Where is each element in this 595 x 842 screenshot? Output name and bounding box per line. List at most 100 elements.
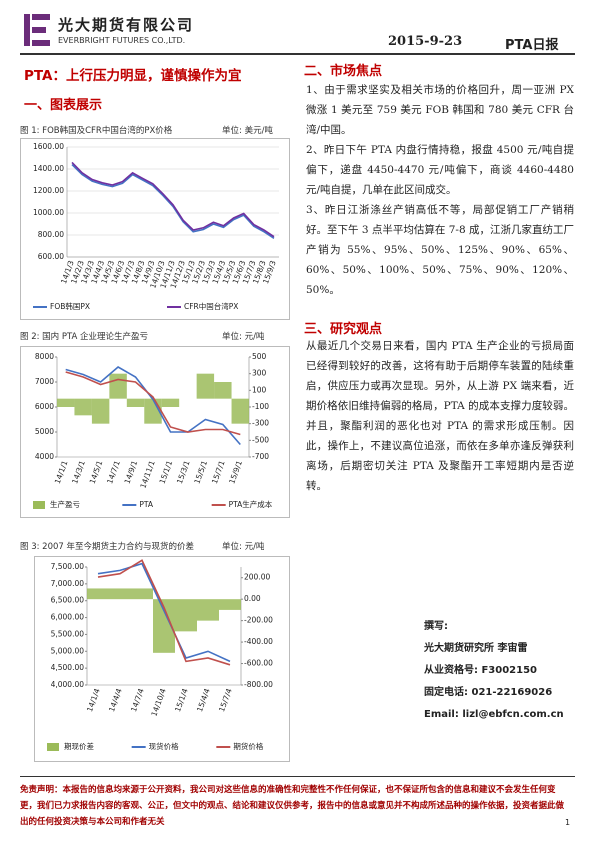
area-bar xyxy=(153,599,175,653)
company-cn: 光大期货有限公司 xyxy=(58,16,195,34)
legend-label: CFR中国台湾PX xyxy=(184,301,238,311)
x-tick-label: 15/5/1 xyxy=(192,459,209,485)
figure-caption: 图 1: FOB韩国及CFR中国台湾的PX价格 xyxy=(20,126,173,136)
x-tick-label: 14/7/1 xyxy=(105,459,122,485)
footer-rule xyxy=(20,776,575,777)
legend-label: 现货价格 xyxy=(149,741,179,751)
y2-tick-label: -400.00 xyxy=(244,637,273,646)
chart: 4000 5000 6000 7000 8000 -700 -500 -300 -100 100 3… xyxy=(20,346,290,518)
y2-tick-label: -600.00 xyxy=(244,659,273,668)
y2-tick-label: 500 xyxy=(252,352,267,361)
paragraph: 3、昨日江浙涤丝产销高低不等，局部促销工厂产销稍好。至下午 3 点半平均估算在 … xyxy=(306,204,574,296)
legend-swatch xyxy=(33,501,45,509)
author-phone: 固定电话: 021-22169026 xyxy=(424,687,553,698)
company-en: EVERBRIGHT FUTURES CO.,LTD. xyxy=(58,36,186,45)
area-bar xyxy=(175,599,197,632)
area-bar xyxy=(109,373,127,399)
paragraph: 从最近几个交易日来看，国内 PTA 生产企业的亏损局面已经得到较好的改善，这将有… xyxy=(306,340,574,492)
y2-tick-label: -300 xyxy=(252,419,269,428)
x-tick-label: 14/9/1 xyxy=(123,459,140,485)
figure-caption: 图 3: 2007 年至今期货主力合约与现货的价差 xyxy=(20,542,195,552)
y-tick-label: 5000 xyxy=(35,427,54,436)
y-tick-label: 1200.00 xyxy=(33,186,64,195)
y-tick-label: 6,000.00 xyxy=(51,613,85,622)
paragraph: 1、由于需求坚实及相关市场的价格回升，周一亚洲 PX 微涨 1 美元至 759 … xyxy=(306,84,574,136)
y-tick-label: 4,500.00 xyxy=(51,663,85,672)
figure-unit: 单位: 元/吨 xyxy=(222,542,265,552)
page-number: 1 xyxy=(565,818,571,827)
legend-label: 生产盈亏 xyxy=(50,499,80,509)
y2-tick-label: -200.00 xyxy=(244,616,273,625)
y2-tick-label: -800.00 xyxy=(244,680,273,689)
x-tick-label: 14/11/1 xyxy=(138,459,156,489)
x-tick-label: 14/5/1 xyxy=(88,459,105,485)
figure-caption: 图 2: 国内 PTA 企业理论生产盈亏 xyxy=(20,332,149,342)
x-tick-label: 14/7/4 xyxy=(129,687,146,713)
area-bar xyxy=(161,398,180,407)
line-series xyxy=(97,562,231,663)
area-bar xyxy=(196,373,215,399)
report-date: 2015-9-23 xyxy=(388,34,463,49)
x-tick-label: 14/3/1 xyxy=(70,459,87,485)
figure-unit: 单位: 美元/吨 xyxy=(222,126,273,136)
paragraph: 2、昨日下午 PTA 内盘行情持稳，报盘 4500 元/吨自提偏下，递盘 445… xyxy=(306,144,574,196)
legend-swatch xyxy=(47,743,59,751)
y-tick-label: 6000 xyxy=(35,402,54,411)
line-series xyxy=(65,366,241,446)
author-name: 光大期货研究所 李宙雷 xyxy=(424,643,528,654)
area-bar xyxy=(214,382,232,399)
y-tick-label: 5,000.00 xyxy=(51,646,85,655)
y-tick-label: 4,000.00 xyxy=(51,680,85,689)
report-name: PTA日报 xyxy=(505,38,559,53)
header-rule xyxy=(20,53,575,55)
area-bar xyxy=(126,398,145,407)
x-tick-label: 15/1/1 xyxy=(157,459,174,485)
y2-tick-label: 0.00 xyxy=(244,594,261,603)
x-tick-label: 14/4/4 xyxy=(107,687,124,713)
y-tick-label: 1000.00 xyxy=(33,208,64,217)
area-bar xyxy=(74,398,92,416)
disclaimer: 免责声明：本报告的信息均来源于公开资料，我公司对这些信息的准确性和完整性不作任何… xyxy=(20,785,565,827)
area-bar xyxy=(197,599,219,621)
y-tick-label: 1600.00 xyxy=(33,142,64,151)
y2-tick-label: -700 xyxy=(252,452,269,461)
legend-label: 期货价格 xyxy=(233,741,263,751)
line-series xyxy=(71,161,275,238)
y-tick-label: 1400.00 xyxy=(33,164,64,173)
y-tick-label: 7,500.00 xyxy=(51,562,85,571)
area-bar xyxy=(87,588,109,600)
x-tick-label: 14/1/1 xyxy=(53,459,70,485)
y-tick-label: 8000 xyxy=(35,352,54,361)
area-bar xyxy=(219,599,241,610)
x-tick-label: 15/1/4 xyxy=(173,687,190,713)
y2-tick-label: 300 xyxy=(252,369,267,378)
section-title: 三、研究观点 xyxy=(304,322,383,337)
area-bar xyxy=(109,588,131,600)
area-bar xyxy=(57,398,75,407)
chart: 4,000.00 4,500.00 5,000.00 5,500.00 6,000.00… xyxy=(34,556,290,762)
legend-label: PTA生产成本 xyxy=(229,499,273,509)
y2-tick-label: -100 xyxy=(252,402,269,411)
y-tick-label: 6,500.00 xyxy=(51,596,85,605)
y-tick-label: 800.00 xyxy=(38,230,64,239)
area-bar xyxy=(91,398,110,424)
x-tick-label: 15/4/4 xyxy=(195,687,212,713)
y-tick-label: 600.00 xyxy=(38,252,64,261)
y-tick-label: 4000 xyxy=(35,452,54,461)
line-series xyxy=(97,559,231,666)
y2-tick-label: 100 xyxy=(252,385,267,394)
section-title: 一、图表展示 xyxy=(24,98,103,113)
y2-tick-label: -500 xyxy=(252,435,269,444)
author-license: 从业资格号: F3002150 xyxy=(424,665,538,676)
author-email: Email: lizl@ebfcn.com.cn xyxy=(424,709,564,720)
x-tick-label: 15/3/1 xyxy=(175,459,192,485)
line-series xyxy=(71,164,275,239)
y-tick-label: 7000 xyxy=(35,377,54,386)
legend-label: 期现价差 xyxy=(64,741,94,751)
line-series xyxy=(65,371,241,436)
chart: 600.00 800.00 1000.00 1200.00 1400.00 1600.00… xyxy=(20,138,290,320)
x-tick-label: 14/1/4 xyxy=(85,687,102,713)
y-tick-label: 5,500.00 xyxy=(51,629,85,638)
figure-unit: 单位: 元/吨 xyxy=(222,332,265,342)
